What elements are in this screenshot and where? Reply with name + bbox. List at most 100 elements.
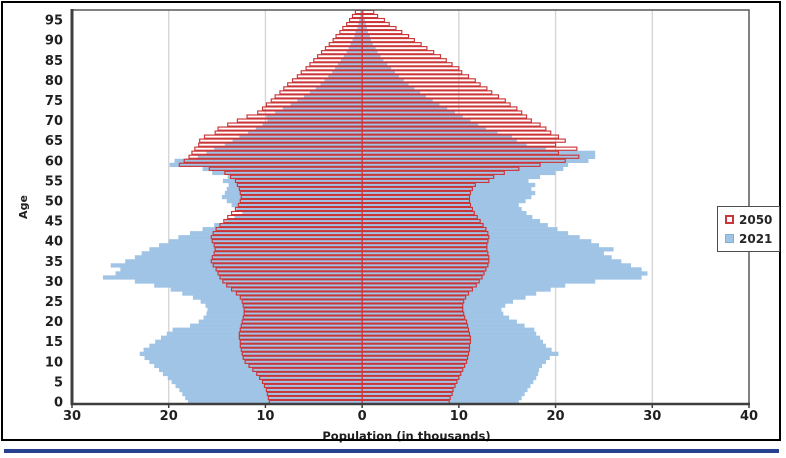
pyramid-bar-2021-left <box>236 207 363 212</box>
pyramid-bar-2021-right <box>362 90 421 95</box>
pyramid-bar-2021-right <box>362 307 502 312</box>
pyramid-bar-2021-right <box>362 215 533 220</box>
pyramid-bar-2050-right <box>361 106 518 111</box>
pyramid-bar-2050-right <box>361 279 480 284</box>
pyramid-bar-2021-left <box>192 295 363 300</box>
pyramid-bar-2050-right <box>361 327 470 332</box>
pyramid-bar-2021-left <box>197 154 363 160</box>
pyramid-bar-2021-right <box>362 138 517 143</box>
pyramid-bar-2021-left <box>134 279 363 284</box>
pyramid-bar-2021-right <box>362 367 540 373</box>
pyramid-bar-2050-right <box>361 218 481 224</box>
pyramid-bar-2050-right <box>361 271 485 276</box>
pyramid-bar-2021-right <box>362 190 536 196</box>
pyramid-bar-2021-left <box>179 387 363 393</box>
pyramid-bar-2021-right <box>362 259 622 264</box>
pyramid-bar-2050-right <box>361 391 453 397</box>
pyramid-bar-2021-right <box>362 162 569 168</box>
pyramid-bar-2021-left <box>340 58 363 63</box>
pyramid-bar-2021-left <box>139 351 363 357</box>
pyramid-bar-2050-right <box>361 110 523 115</box>
pyramid-bar-2021-left <box>188 399 363 405</box>
pyramid-bar-2050-right <box>361 82 481 87</box>
pyramid-bar-2021-left <box>149 343 363 348</box>
pyramid-bar-2050-right <box>361 311 465 316</box>
pyramid-bar-2021-left <box>155 339 363 344</box>
pyramid-bar-2050-right <box>361 166 520 171</box>
pyramid-bar-2050-right <box>361 29 403 35</box>
pyramid-bar-2021-left <box>154 363 363 369</box>
pyramid-bar-2021-left <box>324 78 363 83</box>
pyramid-bar-2050-right <box>361 315 466 320</box>
legend-swatch-2021-fill-square <box>725 234 734 243</box>
pyramid-bar-2021-left <box>282 106 363 111</box>
pyramid-bar-2021-right <box>362 30 368 35</box>
pyramid-bar-2021-right <box>362 126 486 131</box>
pyramid-bar-2021-left <box>144 355 363 361</box>
pyramid-bar-2021-right <box>362 106 448 111</box>
pyramid-bar-2021-left <box>166 331 363 336</box>
pyramid-bar-2050-right <box>361 21 390 27</box>
x-axis-title: Population (in thousands) <box>322 429 490 443</box>
pyramid-bar-2050-right <box>361 62 453 67</box>
pyramid-bar-2021-right <box>362 118 471 123</box>
pyramid-bar-2021-left <box>207 307 363 312</box>
pyramid-bar-2050-right <box>361 375 460 381</box>
pyramid-bar-2021-right <box>362 178 529 184</box>
pyramid-bar-2021-left <box>352 38 363 43</box>
pyramid-bar-2050-right <box>361 247 488 252</box>
y-tick-label: 95 <box>45 14 63 29</box>
pyramid-bar-2021-left <box>172 327 363 332</box>
pyramid-bar-2021-left <box>175 383 363 389</box>
pyramid-bar-2021-right <box>362 50 378 55</box>
pyramid-bar-2021-right <box>362 303 506 308</box>
x-tick-label: 0 <box>358 409 367 424</box>
y-tick-label: 50 <box>45 194 63 209</box>
pyramid-bar-2021-right <box>362 150 596 155</box>
x-tick-label: 40 <box>740 409 758 424</box>
pyramid-bar-2050-right <box>361 198 471 204</box>
pyramid-bar-2021-left <box>141 251 363 256</box>
pyramid-bar-2021-left <box>239 134 363 139</box>
pyramid-bar-2050-right <box>361 335 472 340</box>
pyramid-bar-2021-right <box>362 82 409 87</box>
legend-item-2021[interactable]: 2021 <box>725 232 779 246</box>
pyramid-bar-2021-right <box>362 339 543 344</box>
y-tick-label: 15 <box>45 335 63 350</box>
pyramid-bar-2021-left <box>357 26 363 31</box>
pyramid-bar-2021-right <box>362 78 404 83</box>
pyramid-bar-2021-right <box>362 166 564 172</box>
chart-legend[interactable]: 2050 2021 <box>717 206 780 252</box>
pyramid-bar-2021-right <box>362 371 539 377</box>
pyramid-bar-2021-left <box>125 259 363 264</box>
pyramid-bar-2021-left <box>189 231 363 236</box>
pyramid-bar-2021-right <box>362 42 373 47</box>
pyramid-bar-2050-right <box>361 283 477 288</box>
pyramid-bar-2021-right <box>362 395 522 401</box>
pyramid-bar-2021-right <box>362 182 536 188</box>
legend-item-2050[interactable]: 2050 <box>725 213 779 227</box>
pyramid-bar-2050-right <box>361 178 490 184</box>
pyramid-bar-2050-right <box>361 78 476 83</box>
pyramid-bar-2050-right <box>361 255 490 260</box>
pyramid-bar-2021-right <box>362 287 551 292</box>
pyramid-bar-2021-right <box>362 10 365 15</box>
pyramid-bar-2021-right <box>362 275 642 280</box>
pyramid-bar-2021-left <box>143 347 363 352</box>
pyramid-bar-2021-right <box>362 74 399 79</box>
pyramid-bar-2021-right <box>362 311 504 316</box>
pyramid-bar-2021-right <box>362 331 537 336</box>
pyramid-bar-2050-right <box>361 114 528 119</box>
pyramid-bar-2021-left <box>170 287 363 292</box>
pyramid-bar-2021-left <box>231 202 363 208</box>
pyramid-bar-2050-right <box>361 243 488 248</box>
pyramid-bar-2021-left <box>267 118 363 123</box>
pyramid-bar-2021-left <box>354 34 363 39</box>
pyramid-bar-2021-right <box>362 207 522 212</box>
pyramid-bar-2021-right <box>362 267 642 272</box>
pyramid-bar-2021-left <box>224 142 363 147</box>
pyramid-bar-2050-right <box>361 13 379 19</box>
pyramid-bar-2021-right <box>362 62 388 67</box>
pyramid-bar-2021-right <box>362 134 513 139</box>
